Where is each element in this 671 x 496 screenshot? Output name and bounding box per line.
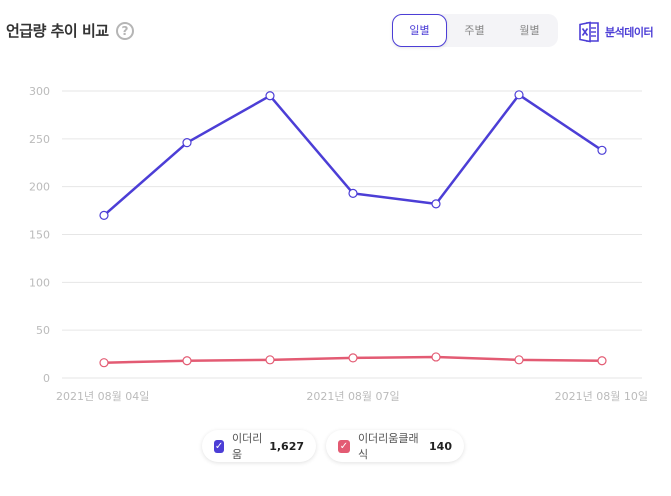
y-tick-label: 200 (29, 181, 50, 194)
data-point (597, 356, 607, 366)
chart-title: 언급량 추이 비교 (6, 22, 109, 40)
y-tick-label: 150 (29, 229, 50, 242)
data-point (99, 210, 109, 220)
x-tick-label: 2021년 08월 07일 (306, 389, 399, 403)
y-tick-label: 250 (29, 133, 50, 146)
legend-total: 1,627 (269, 439, 304, 453)
data-point (431, 199, 441, 209)
chart-header: 언급량 추이 비교 ? 일별 주별 월별 분석데이터 (0, 0, 671, 64)
legend-total: 140 (429, 439, 452, 453)
y-tick-label: 300 (29, 85, 50, 98)
y-tick-label: 50 (36, 324, 50, 337)
data-point (514, 90, 524, 100)
tab-monthly[interactable]: 월별 (519, 24, 540, 37)
excel-icon (579, 21, 599, 43)
y-axis-ticks: 0 50 100 150 200 250 300 (29, 85, 50, 385)
x-tick-label: 2021년 08월 04일 (56, 389, 149, 403)
data-point (514, 355, 524, 365)
data-point (265, 355, 275, 365)
y-tick-label: 100 (29, 276, 50, 289)
tab-daily[interactable]: 일별 (392, 14, 447, 47)
data-point (99, 358, 109, 368)
data-point (182, 356, 192, 366)
data-point (182, 138, 192, 148)
x-tick-label: 2021년 08월 10일 (555, 389, 648, 403)
data-point (265, 91, 275, 101)
export-label: 분석데이터 (605, 26, 654, 39)
grid-lines (62, 90, 642, 379)
legend-item-series2[interactable]: ✓ 이더리움클래식 140 (326, 430, 464, 462)
period-toggle: 일별 주별 월별 (392, 14, 558, 47)
legend-label: 이더리움 (232, 432, 263, 461)
export-button[interactable]: 분석데이터 (579, 20, 654, 44)
series-lines (103, 93, 603, 364)
data-point (597, 145, 607, 155)
series-points (99, 90, 607, 368)
data-point (348, 353, 358, 363)
legend-label: 이더리움클래식 (357, 432, 419, 461)
checkbox-icon[interactable]: ✓ (338, 439, 350, 453)
y-tick-label: 0 (43, 372, 50, 385)
legend: ✓ 이더리움 1,627 ✓ 이더리움클래식 140 (0, 430, 671, 464)
help-icon[interactable]: ? (116, 22, 134, 40)
legend-item-series1[interactable]: ✓ 이더리움 1,627 (202, 430, 316, 462)
data-point (431, 352, 441, 362)
x-axis-ticks: 2021년 08월 04일 2021년 08월 07일 2021년 08월 10일 (56, 389, 648, 403)
tab-weekly[interactable]: 주별 (464, 24, 485, 37)
checkbox-icon[interactable]: ✓ (214, 439, 225, 453)
data-point (348, 188, 358, 198)
